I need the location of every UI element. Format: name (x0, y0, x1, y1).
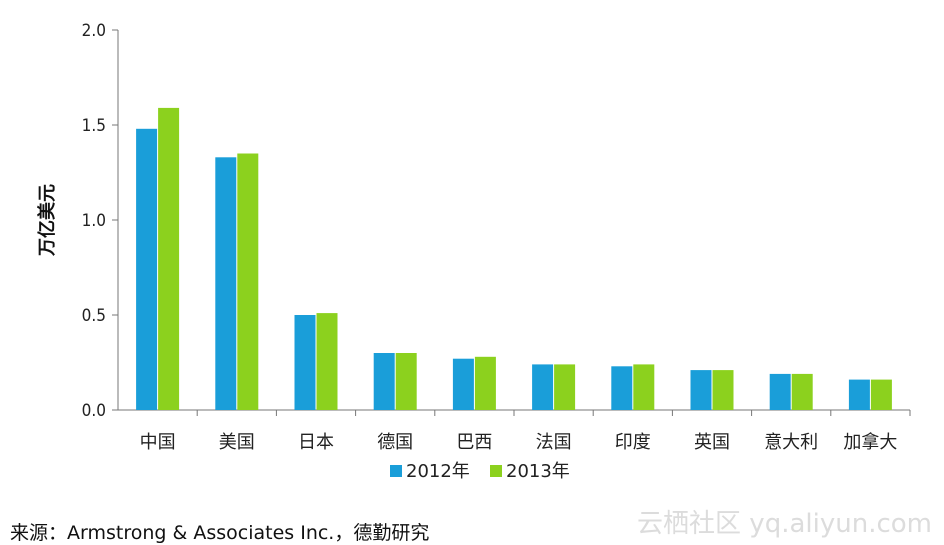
y-tick-label: 1.0 (82, 211, 106, 231)
bar-2013-3 (395, 353, 417, 410)
bar-2013-6 (633, 364, 655, 410)
legend-label-1: 2013年 (506, 461, 570, 482)
legend: 2012年 2013年 (390, 461, 570, 482)
y-axis-label: 万亿美元 (36, 184, 58, 257)
bar-2012-4 (452, 358, 474, 410)
bar-2013-4 (474, 356, 496, 410)
bar-2013-2 (316, 313, 338, 410)
bar-2012-1 (215, 157, 237, 410)
bar-2013-0 (158, 107, 180, 411)
x-category-label: 法国 (536, 432, 572, 453)
bar-2013-8 (791, 373, 813, 410)
x-category-label: 意大利 (764, 432, 818, 453)
bar-2012-2 (294, 315, 316, 410)
bar-2013-7 (712, 370, 734, 410)
x-category-label: 印度 (615, 432, 651, 453)
y-tick-label: 0.0 (82, 401, 106, 421)
legend-label-0: 2012年 (406, 461, 470, 482)
x-category-label: 德国 (377, 432, 413, 453)
bars (136, 107, 892, 411)
bar-2012-7 (690, 370, 712, 410)
y-tick-label: 0.5 (82, 306, 106, 326)
watermark: 云栖社区 yq.aliyun.com (637, 509, 932, 539)
bar-2013-1 (237, 153, 259, 410)
legend-swatch-1 (490, 465, 502, 477)
x-category-label: 加拿大 (843, 431, 897, 453)
x-category-label: 日本 (298, 432, 334, 453)
bar-2012-3 (373, 353, 395, 410)
x-category-label: 中国 (140, 432, 176, 453)
source-note: 来源：Armstrong & Associates Inc.，德勤研究 (10, 522, 430, 544)
bar-2012-5 (532, 364, 554, 410)
bar-2012-6 (611, 366, 633, 410)
y-tick-label: 1.5 (82, 116, 106, 136)
x-category-label: 巴西 (456, 432, 492, 453)
x-category-label: 美国 (219, 432, 255, 453)
bar-2012-0 (136, 128, 158, 411)
legend-swatch-0 (390, 465, 402, 477)
bar-2013-5 (554, 364, 576, 410)
x-category-label: 英国 (694, 432, 730, 453)
bar-2012-8 (769, 373, 791, 410)
bar-2012-9 (848, 379, 870, 410)
y-tick-label: 2.0 (82, 21, 106, 41)
bar-2013-9 (870, 379, 892, 410)
